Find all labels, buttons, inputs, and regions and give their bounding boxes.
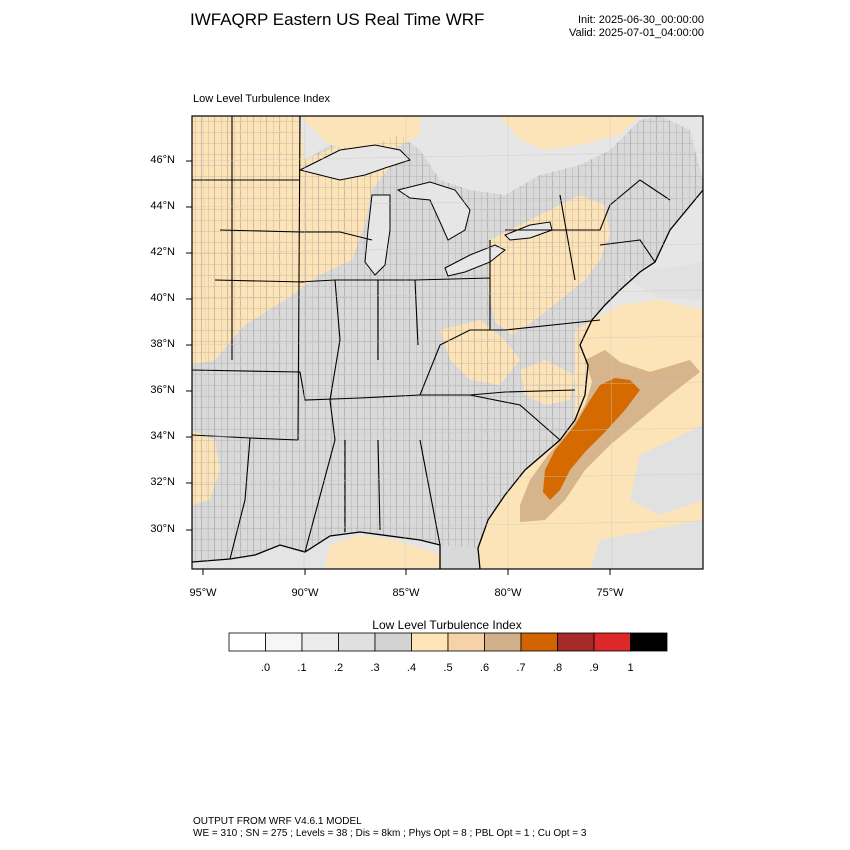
colorbar-label: .2 bbox=[333, 662, 344, 674]
colorbar-label: .4 bbox=[406, 662, 417, 674]
colorbar-swatch bbox=[484, 632, 522, 652]
lat-tick-label: 42°N bbox=[150, 246, 175, 258]
colorbar-label: .8 bbox=[552, 662, 563, 674]
lon-tick-label: 85°W bbox=[392, 587, 420, 599]
axis-ticks bbox=[186, 160, 611, 575]
page-title: IWFAQRP Eastern US Real Time WRF bbox=[190, 10, 485, 29]
colorbar-swatch bbox=[557, 632, 595, 652]
colorbar-label: .9 bbox=[589, 662, 599, 674]
colorbar-label: .7 bbox=[516, 662, 526, 674]
colorbar bbox=[228, 632, 668, 652]
lon-tick-label: 80°W bbox=[494, 587, 522, 599]
colorbar-label: .0 bbox=[260, 662, 271, 674]
colorbar-label: .1 bbox=[297, 662, 307, 674]
valid-time: Valid: 2025-07-01_04:00:00 bbox=[569, 27, 704, 39]
colorbar-swatch bbox=[374, 632, 412, 652]
lat-tick-label: 44°N bbox=[150, 200, 175, 212]
colorbar-label: 1 bbox=[627, 662, 634, 674]
lat-tick-label: 38°N bbox=[150, 338, 175, 350]
colorbar-swatch bbox=[593, 632, 631, 652]
lat-tick-label: 32°N bbox=[150, 476, 175, 488]
panel-label: Low Level Turbulence Index bbox=[193, 93, 330, 105]
time-info: Init: 2025-06-30_00:00:00 Valid: 2025-07… bbox=[569, 14, 704, 40]
colorbar-swatch bbox=[520, 632, 558, 652]
footer-line-1: OUTPUT FROM WRF V4.6.1 MODEL bbox=[193, 816, 362, 827]
lon-tick-label: 95°W bbox=[189, 587, 217, 599]
county-boundaries bbox=[192, 116, 703, 562]
model-info-footer: OUTPUT FROM WRF V4.6.1 MODEL WE = 310 ; … bbox=[193, 816, 586, 840]
lat-tick-label: 40°N bbox=[150, 292, 175, 304]
colorbar-swatch bbox=[411, 632, 449, 652]
lon-tick-label: 75°W bbox=[596, 587, 624, 599]
state-boundaries bbox=[192, 116, 671, 560]
lat-tick-label: 34°N bbox=[150, 430, 175, 442]
colorbar-label: .5 bbox=[443, 662, 453, 674]
colorbar-swatch bbox=[338, 632, 376, 652]
graticule bbox=[192, 116, 703, 569]
lat-tick-label: 36°N bbox=[150, 384, 175, 396]
colorbar-swatch bbox=[630, 632, 668, 652]
colorbar-label: .6 bbox=[479, 662, 490, 674]
colorbar-swatch bbox=[228, 632, 266, 652]
coastline bbox=[192, 189, 703, 569]
turbulence-dark-orange bbox=[543, 378, 640, 500]
ocean-gray-streaks bbox=[590, 262, 703, 569]
colorbar-label: .3 bbox=[370, 662, 380, 674]
lat-tick-label: 30°N bbox=[150, 523, 175, 535]
colorbar-swatch bbox=[265, 632, 303, 652]
great-lakes bbox=[298, 144, 553, 277]
footer-line-2: WE = 310 ; SN = 275 ; Levels = 38 ; Dis … bbox=[193, 828, 587, 839]
colorbar-title: Low Level Turbulence Index bbox=[372, 618, 522, 632]
colorbar-swatch bbox=[447, 632, 485, 652]
map-frame bbox=[191, 115, 704, 570]
colorbar-swatch bbox=[301, 632, 339, 652]
lat-tick-label: 46°N bbox=[150, 154, 175, 166]
init-time: Init: 2025-06-30_00:00:00 bbox=[578, 14, 704, 26]
lon-tick-label: 90°W bbox=[291, 587, 319, 599]
